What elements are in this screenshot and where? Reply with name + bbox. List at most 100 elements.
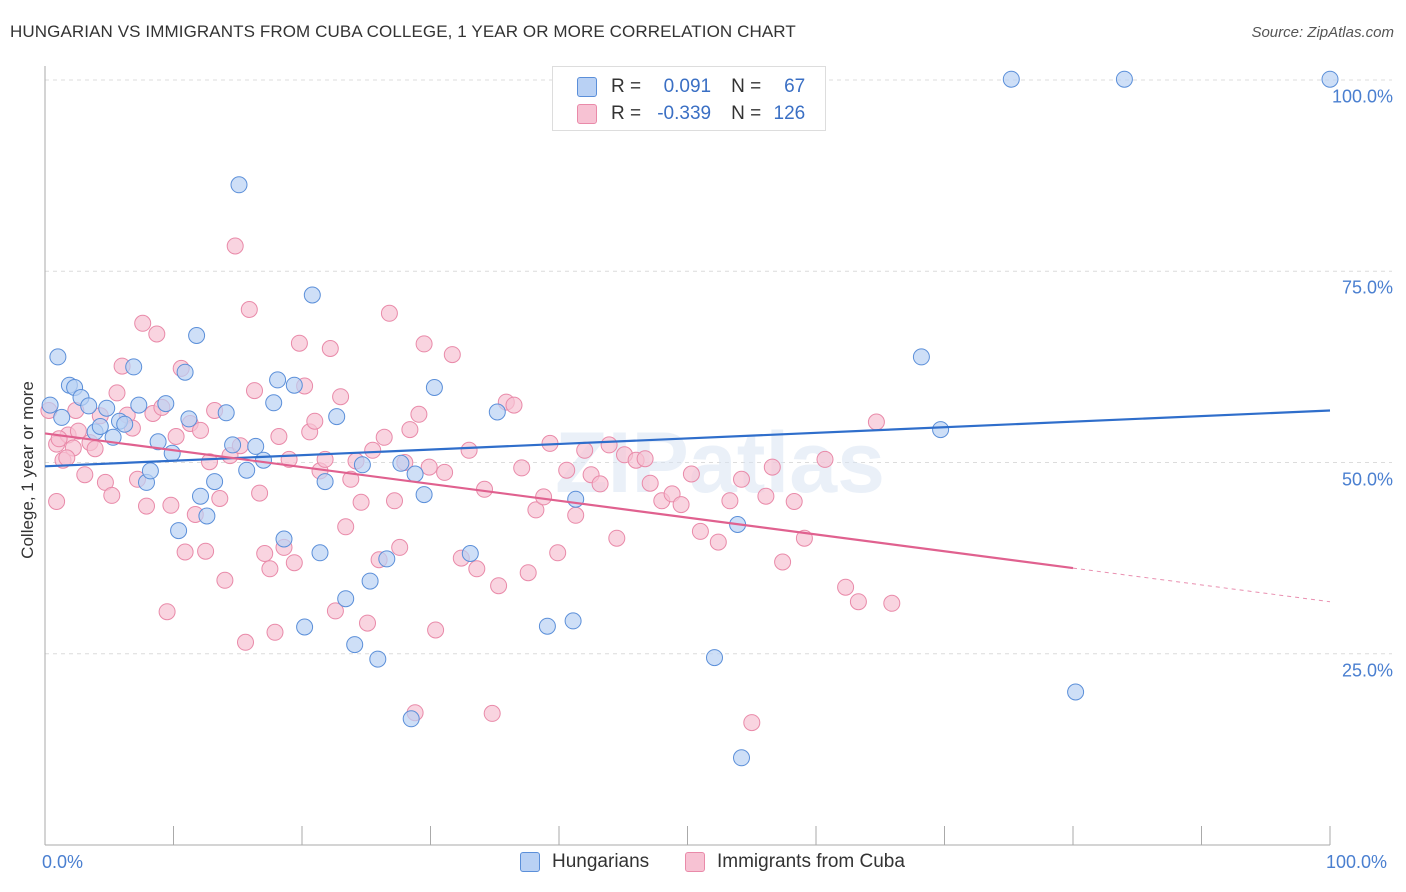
- data-point: [216, 571, 234, 589]
- data-point: [192, 421, 209, 439]
- data-point: [763, 458, 781, 476]
- n-label: N =: [731, 76, 762, 97]
- data-point: [198, 507, 216, 525]
- legend-label: Immigrants from Cuba: [717, 851, 905, 872]
- data-point: [217, 404, 235, 422]
- data-point: [468, 560, 486, 578]
- data-point: [326, 602, 344, 620]
- data-point: [247, 437, 265, 455]
- data-point: [170, 522, 188, 540]
- data-point: [519, 564, 537, 582]
- data-point: [401, 421, 419, 439]
- data-point: [774, 553, 792, 571]
- trend-lines: [44, 409, 1331, 603]
- n-value: 67: [784, 76, 806, 97]
- data-point: [103, 486, 121, 504]
- legend-item-cuba: Immigrants from Cuba: [685, 851, 905, 873]
- data-point: [180, 410, 198, 428]
- data-point: [567, 490, 585, 508]
- data-point: [116, 415, 134, 433]
- data-point: [158, 603, 176, 621]
- data-point: [867, 413, 885, 431]
- data-point: [296, 618, 314, 636]
- data-point: [483, 704, 501, 722]
- data-point: [392, 454, 410, 472]
- data-point: [211, 490, 229, 507]
- data-point: [460, 441, 478, 459]
- y-tick-label-50: 50.0%: [1341, 469, 1393, 490]
- series-hungarians: [41, 70, 1339, 767]
- data-point: [513, 459, 531, 477]
- data-point: [733, 749, 750, 767]
- data-point: [538, 617, 556, 635]
- y-tick-label-25: 25.0%: [1341, 660, 1393, 681]
- data-point: [415, 486, 433, 504]
- data-point: [505, 396, 523, 414]
- data-point: [163, 444, 181, 462]
- data-point: [378, 550, 396, 568]
- data-point: [337, 518, 355, 536]
- legend-item-hungarians: Hungarians: [520, 851, 649, 873]
- data-point: [256, 545, 274, 562]
- axes: [44, 66, 1331, 846]
- data-point: [380, 304, 398, 322]
- data-point: [237, 633, 254, 651]
- data-point: [226, 237, 244, 255]
- r-value: 0.091: [663, 76, 712, 97]
- data-point: [157, 395, 175, 413]
- data-point: [176, 363, 194, 381]
- data-point: [672, 496, 690, 514]
- data-point: [98, 399, 116, 417]
- data-point: [733, 470, 750, 488]
- r-value: -0.339: [657, 103, 712, 124]
- data-point: [130, 396, 148, 414]
- data-point: [188, 327, 206, 344]
- data-point: [108, 384, 126, 402]
- data-point: [436, 463, 454, 481]
- data-point: [369, 650, 387, 668]
- data-point: [600, 436, 618, 454]
- chart-title: HUNGARIAN VS IMMIGRANTS FROM CUBA COLLEG…: [10, 22, 796, 41]
- data-point: [316, 473, 334, 491]
- data-point: [558, 461, 576, 479]
- data-point: [785, 493, 803, 510]
- legend-row-cuba: R = -0.339 N = 126: [553, 100, 805, 128]
- data-point: [255, 451, 272, 469]
- data-point: [361, 572, 379, 590]
- y-tick-label-100: 100.0%: [1331, 86, 1393, 107]
- data-point: [564, 612, 582, 630]
- data-point: [206, 473, 224, 491]
- data-point: [743, 714, 761, 732]
- data-point: [306, 412, 324, 430]
- data-point: [238, 461, 256, 479]
- data-point: [346, 636, 364, 654]
- pink-swatch-icon: [577, 104, 597, 124]
- r-label: R =: [611, 103, 642, 124]
- data-point: [269, 371, 287, 389]
- data-point: [285, 554, 303, 572]
- data-point: [41, 396, 59, 414]
- data-point: [328, 408, 346, 426]
- data-point: [443, 346, 461, 364]
- data-point: [266, 623, 284, 641]
- data-point: [285, 376, 303, 394]
- series-immigrants-from-cuba: [40, 237, 901, 732]
- data-point: [290, 334, 308, 352]
- data-point: [275, 530, 293, 548]
- legend-label: Hungarians: [552, 851, 650, 872]
- trend-line-cuba: [44, 432, 1074, 570]
- trend-line-cuba-extension: [1072, 567, 1331, 603]
- data-point: [415, 335, 433, 353]
- watermark: ZIPatlas: [555, 415, 885, 511]
- n-value: 126: [773, 103, 806, 124]
- source-label: Source: ZipAtlas.com: [1251, 24, 1394, 41]
- data-point: [86, 440, 104, 458]
- data-point: [757, 487, 775, 505]
- data-point: [406, 465, 424, 483]
- data-point: [837, 578, 855, 596]
- data-point: [337, 590, 355, 608]
- data-point: [391, 538, 409, 556]
- data-point: [816, 450, 834, 468]
- data-point: [461, 545, 479, 562]
